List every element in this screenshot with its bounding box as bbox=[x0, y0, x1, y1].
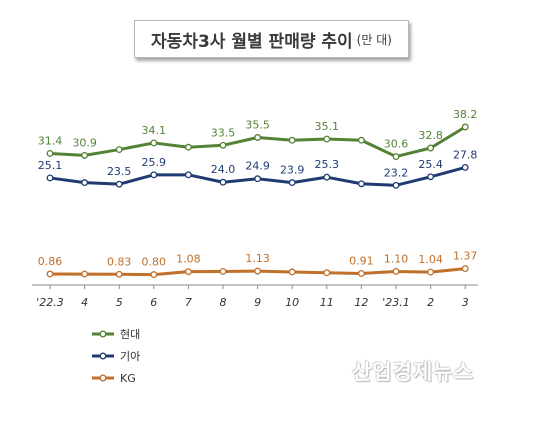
data-label: 32.8 bbox=[418, 129, 443, 142]
data-label: 24.0 bbox=[211, 163, 236, 176]
data-label: 25.1 bbox=[38, 159, 63, 172]
data-point bbox=[323, 173, 331, 181]
data-label: 1.13 bbox=[245, 252, 270, 265]
data-label: 23.5 bbox=[107, 165, 132, 178]
data-label: 0.83 bbox=[107, 255, 132, 268]
data-point bbox=[150, 171, 158, 179]
data-label: 34.1 bbox=[142, 124, 167, 137]
data-point bbox=[219, 268, 227, 275]
x-tick-label: 4 bbox=[81, 296, 88, 309]
data-label: 35.1 bbox=[315, 120, 340, 133]
x-tick-label: 10 bbox=[285, 296, 299, 309]
data-point bbox=[254, 175, 262, 183]
data-point bbox=[81, 151, 89, 159]
data-point bbox=[115, 180, 123, 188]
data-label: 0.86 bbox=[38, 255, 63, 268]
data-point bbox=[427, 173, 435, 181]
data-point bbox=[323, 269, 331, 277]
x-tick-label: 7 bbox=[185, 296, 192, 309]
data-point bbox=[81, 179, 89, 187]
legend-label: 기아 bbox=[120, 350, 140, 363]
data-label: 1.08 bbox=[176, 253, 201, 266]
x-tick-label: 3 bbox=[462, 296, 469, 309]
x-tick-label: 9 bbox=[254, 296, 261, 309]
data-label: 23.9 bbox=[280, 164, 305, 177]
data-point bbox=[357, 269, 365, 277]
data-label: 23.2 bbox=[384, 166, 409, 179]
data-point bbox=[461, 123, 469, 131]
data-label: 31.4 bbox=[38, 134, 63, 147]
data-point bbox=[392, 181, 400, 189]
x-tick-label: 5 bbox=[116, 296, 123, 309]
data-label: 25.4 bbox=[418, 158, 443, 171]
data-point bbox=[115, 270, 123, 278]
data-label: 38.2 bbox=[453, 108, 478, 121]
data-point bbox=[46, 270, 54, 278]
chart-title: 자동차3사 월별 판매량 추이 bbox=[151, 31, 353, 52]
data-point bbox=[184, 268, 192, 276]
watermark: 산업경제뉴스 bbox=[352, 360, 474, 384]
data-point bbox=[184, 171, 192, 179]
data-point bbox=[461, 265, 469, 273]
data-point bbox=[427, 268, 435, 276]
data-point bbox=[254, 134, 262, 141]
x-tick-label: 11 bbox=[320, 296, 334, 309]
data-point bbox=[219, 141, 227, 149]
data-label: 1.10 bbox=[384, 252, 409, 265]
legend-marker bbox=[99, 352, 107, 360]
data-point bbox=[150, 271, 158, 279]
data-point bbox=[323, 135, 331, 143]
data-label: 25.3 bbox=[315, 158, 340, 171]
data-point bbox=[150, 139, 158, 147]
data-label: 1.04 bbox=[418, 253, 443, 266]
x-tick-label: 2 bbox=[427, 296, 434, 309]
data-label: 27.8 bbox=[453, 148, 478, 161]
data-point bbox=[254, 267, 262, 275]
data-label: 30.9 bbox=[72, 136, 97, 149]
data-label: 1.37 bbox=[453, 250, 478, 263]
data-point bbox=[46, 149, 54, 157]
data-label: 0.91 bbox=[349, 254, 374, 267]
data-label: 0.80 bbox=[142, 256, 167, 269]
x-tick-label: '23.1 bbox=[382, 296, 410, 309]
legend-label: 현대 bbox=[120, 328, 140, 341]
data-point bbox=[288, 179, 296, 187]
data-point bbox=[288, 136, 296, 144]
data-point bbox=[46, 174, 54, 182]
legend-label: KG bbox=[120, 372, 136, 385]
data-point bbox=[219, 178, 227, 186]
legend-marker bbox=[99, 330, 107, 338]
data-label: 30.6 bbox=[384, 138, 409, 151]
data-point bbox=[115, 146, 123, 154]
data-label: 33.5 bbox=[211, 126, 236, 139]
x-tick-label: 12 bbox=[354, 296, 368, 309]
x-tick-label: 6 bbox=[150, 296, 157, 309]
data-point bbox=[357, 180, 365, 188]
data-point bbox=[288, 268, 296, 276]
data-label: 24.9 bbox=[245, 160, 270, 173]
data-point bbox=[184, 143, 192, 151]
data-point bbox=[427, 144, 435, 152]
data-point bbox=[392, 153, 400, 161]
data-point bbox=[461, 163, 469, 171]
data-label: 35.5 bbox=[245, 119, 270, 132]
data-point bbox=[81, 270, 89, 278]
chart-unit: (만 대) bbox=[356, 32, 392, 47]
x-tick-label: 8 bbox=[220, 296, 227, 309]
data-point bbox=[392, 268, 400, 275]
data-point bbox=[357, 136, 365, 144]
chart-title-box: 자동차3사 월별 판매량 추이 (만 대) bbox=[134, 20, 409, 58]
x-tick-label: '22.3 bbox=[36, 296, 64, 309]
data-label: 25.9 bbox=[142, 156, 167, 169]
legend-marker bbox=[99, 374, 107, 382]
